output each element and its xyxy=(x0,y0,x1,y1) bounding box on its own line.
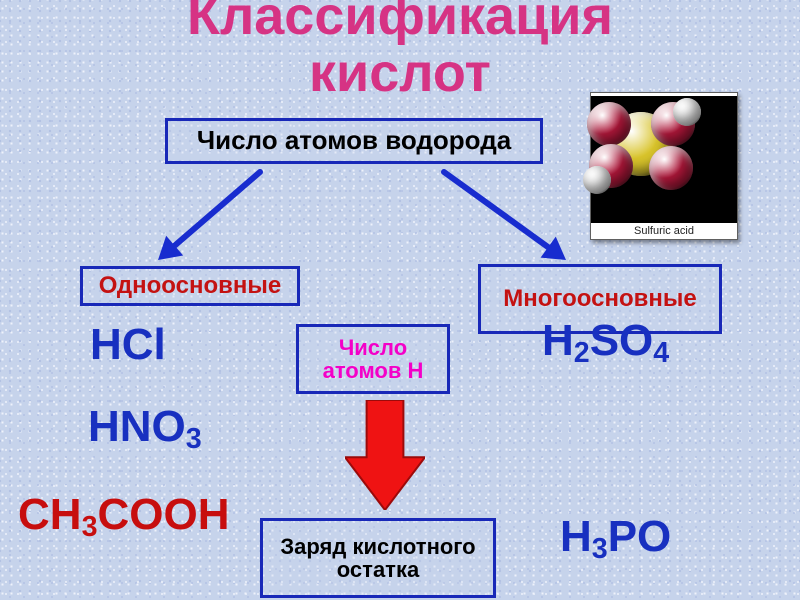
box-hydrogen-atoms: Число атомов водорода xyxy=(165,118,543,164)
box-monobasic-label: Одноосновные xyxy=(99,273,281,298)
formula-ch3cooh: CH3COOH xyxy=(18,490,229,540)
formula-h2so4: H2SO4 xyxy=(542,316,669,366)
box-hydrogen-atoms-label: Число атомов водорода xyxy=(197,127,511,154)
arrow-down xyxy=(345,400,425,510)
molecule-atom xyxy=(583,166,611,194)
formula-hcl: HCl xyxy=(90,320,166,370)
molecule-atom xyxy=(649,146,693,190)
page-title: Классификация кислот xyxy=(0,0,800,101)
formula-hno3: HNO3 xyxy=(88,402,202,452)
title-line1: Классификация xyxy=(0,0,800,45)
molecule-render xyxy=(591,96,737,223)
box-h-count: Число атомов Н xyxy=(296,324,450,394)
molecule-atom xyxy=(587,102,631,146)
molecule-caption: Sulfuric acid xyxy=(634,223,694,239)
box-residue-charge-label: Заряд кислотного остатка xyxy=(263,535,493,581)
box-h-count-label: Число атомов Н xyxy=(299,336,447,382)
formula-h3po: H3PO xyxy=(560,512,671,562)
molecule-card: Sulfuric acid xyxy=(590,92,738,240)
molecule-atom xyxy=(673,98,701,126)
box-residue-charge: Заряд кислотного остатка xyxy=(260,518,496,598)
box-monobasic: Одноосновные xyxy=(80,266,300,306)
box-polybasic-label: Многоосновные xyxy=(503,286,696,311)
